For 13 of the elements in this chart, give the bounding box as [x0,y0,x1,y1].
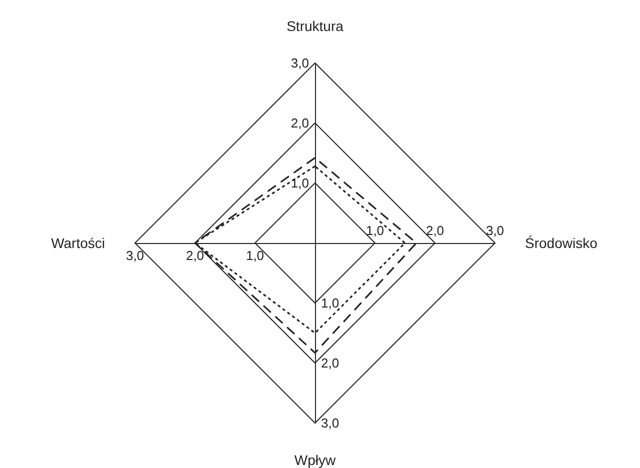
text: 1,0 [321,296,340,310]
text: 1,0 [290,176,309,190]
text: 2,0 [321,356,340,370]
text: 3,0 [321,416,340,430]
text: 3,0 [486,223,504,238]
text: 3,0 [290,56,309,70]
text: 2,0 [426,223,444,238]
spoke-label: Środowisko [525,235,598,251]
spoke-label: Wartości [51,235,105,251]
text: 1,0 [366,223,384,238]
text: 2,0 [290,116,309,130]
spoke-label: Struktura [286,18,344,34]
spoke-label: Wpływ [294,452,336,468]
